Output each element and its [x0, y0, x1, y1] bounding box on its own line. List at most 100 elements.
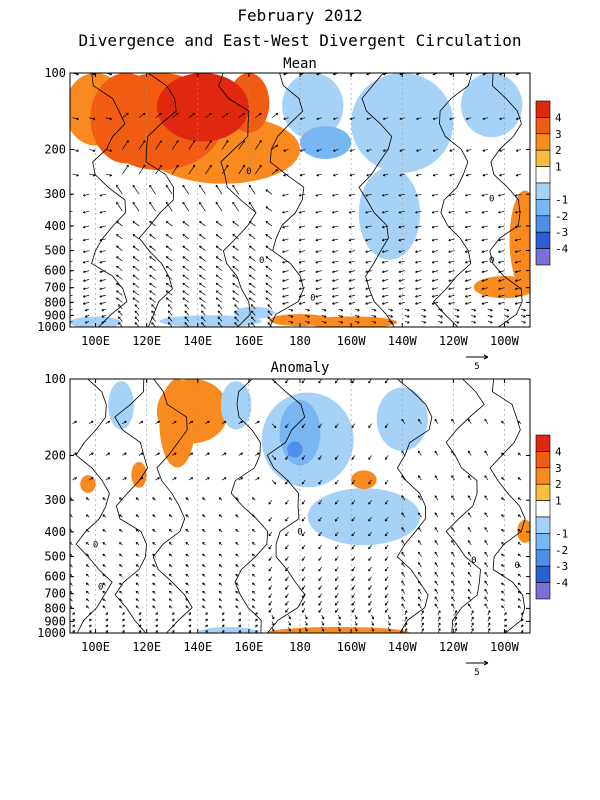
- vector-head: [72, 618, 75, 622]
- vector-head: [234, 316, 237, 320]
- wind-vector: [232, 184, 239, 195]
- wind-vector: [448, 225, 455, 228]
- wind-vector: [301, 479, 306, 485]
- vector-head: [207, 477, 210, 480]
- vector-head: [354, 623, 358, 626]
- vector-head: [155, 624, 158, 628]
- wind-vector: [83, 260, 90, 263]
- wind-vector: [366, 173, 372, 176]
- vector-head: [176, 164, 179, 168]
- vector-head: [365, 210, 368, 214]
- vector-head: [190, 452, 194, 456]
- vector-head: [268, 587, 272, 590]
- wind-vector: [234, 322, 239, 327]
- vector-head: [448, 250, 451, 253]
- wind-vector: [465, 279, 472, 282]
- vector-head: [482, 117, 486, 121]
- colorbar-box: [535, 199, 551, 217]
- vector-head: [431, 302, 435, 305]
- wind-vector: [451, 419, 455, 424]
- vector-head: [368, 457, 371, 460]
- vector-head: [173, 477, 177, 480]
- vector-head: [82, 260, 86, 264]
- vector-head: [268, 568, 272, 572]
- vector-head: [242, 164, 246, 168]
- wind-vector: [365, 225, 372, 228]
- wind-vector: [268, 593, 273, 598]
- wind-vector: [437, 610, 441, 616]
- wind-vector: [301, 423, 306, 428]
- vector-head: [451, 512, 454, 515]
- wind-vector: [299, 260, 306, 263]
- wind-vector: [299, 294, 306, 298]
- wind-vector: [265, 290, 273, 296]
- wind-vector: [432, 149, 439, 152]
- vector-head: [135, 497, 139, 500]
- wind-vector: [368, 423, 372, 428]
- vector-head: [116, 265, 119, 269]
- vector-head: [487, 610, 491, 613]
- contour-line: [489, 73, 523, 327]
- divergence-shading: [266, 626, 410, 633]
- wind-vector: [335, 423, 339, 428]
- wind-vector: [470, 610, 474, 616]
- wind-vector: [188, 73, 190, 74]
- y-tick-label: 800: [44, 295, 66, 309]
- vector-head: [102, 529, 105, 532]
- vector-head: [141, 377, 143, 379]
- wind-vector: [268, 585, 273, 590]
- wind-vector: [384, 479, 389, 485]
- vector-head: [351, 578, 355, 582]
- vector-head: [265, 290, 269, 293]
- vector-head: [501, 529, 504, 532]
- vector-head: [514, 210, 518, 214]
- vector-head: [202, 497, 205, 500]
- vector-head: [298, 302, 302, 305]
- wind-vector: [248, 184, 256, 195]
- vector-head: [351, 533, 355, 537]
- wind-vector: [105, 420, 110, 425]
- wind-vector: [434, 512, 439, 518]
- y-tick-label: 300: [44, 493, 66, 507]
- colorbar-box: [535, 248, 551, 266]
- wind-vector: [332, 270, 339, 273]
- vector-head: [285, 457, 288, 460]
- vector-head: [199, 274, 202, 278]
- wind-vector: [484, 450, 489, 456]
- vector-head: [454, 610, 458, 613]
- colorbar-label: 4: [555, 111, 562, 124]
- wind-vector: [300, 117, 306, 120]
- vector-head: [517, 598, 521, 601]
- wind-vector: [282, 225, 289, 228]
- vector-head: [467, 475, 471, 478]
- colorbar-label: 1: [555, 495, 562, 508]
- vector-head: [340, 308, 344, 312]
- wind-vector: [251, 304, 256, 310]
- wind-vector: [151, 322, 156, 327]
- wind-vector: [368, 576, 372, 581]
- vector-head: [235, 564, 238, 567]
- vector-head: [487, 628, 491, 631]
- wind-vector: [470, 622, 474, 628]
- wind-vector: [282, 238, 289, 241]
- vector-head: [202, 529, 205, 532]
- vector-head: [282, 193, 285, 197]
- divergence-shading: [351, 470, 377, 489]
- vector-head: [398, 279, 401, 282]
- wind-vector: [514, 287, 522, 290]
- wind-vector: [431, 193, 439, 197]
- wind-vector: [401, 450, 406, 456]
- vector-head: [134, 316, 138, 320]
- wind-vector: [401, 495, 406, 501]
- vector-head: [99, 295, 102, 298]
- vector-head: [517, 553, 521, 557]
- vector-head: [109, 117, 113, 121]
- wind-vector: [215, 265, 223, 271]
- wind-vector: [514, 210, 522, 214]
- contour-line: [269, 73, 305, 327]
- colorbar-box: [535, 133, 551, 151]
- vector-head: [99, 287, 102, 291]
- vector-head: [276, 69, 278, 71]
- wind-vector: [134, 304, 140, 310]
- vector-head: [451, 450, 454, 454]
